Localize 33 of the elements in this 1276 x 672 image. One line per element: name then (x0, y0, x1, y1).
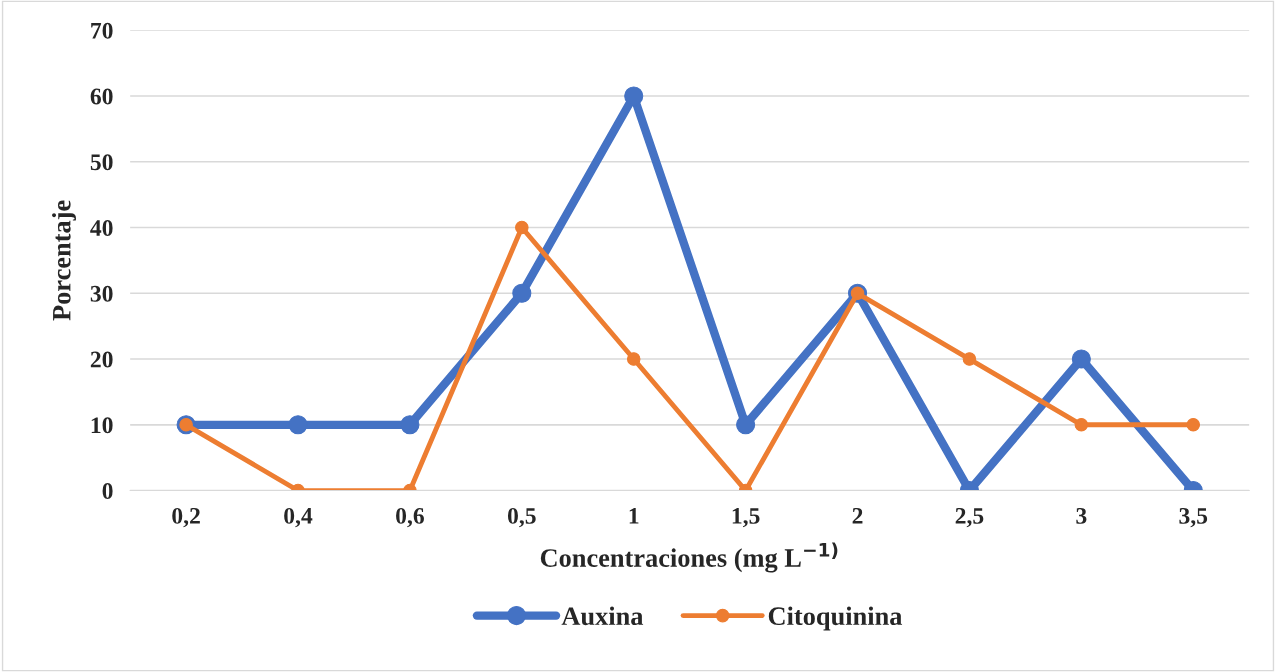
point (515, 220, 529, 235)
x-tick-label: 0,2 (172, 507, 200, 528)
point (1186, 418, 1201, 432)
point (626, 352, 641, 366)
x-tick-label: 0,4 (284, 507, 313, 528)
x-axis-title: Concentraciones (mg L$^{−1)}$ (540, 542, 838, 573)
x-tick-label: 2 (852, 507, 863, 524)
y-tick-label: 10 (91, 417, 113, 434)
y-tick-label: 0 (102, 483, 113, 499)
x-tick-label: 2,5 (955, 507, 984, 528)
point (288, 415, 308, 435)
y-tick-label: 20 (90, 351, 113, 368)
point (400, 415, 420, 435)
legend-label: Auxina (561, 606, 644, 626)
y-axis-title: Porcentaje (52, 200, 76, 321)
legend-label: Citoquinina (768, 606, 903, 631)
x-tick-label: 0,6 (396, 507, 424, 528)
point (1071, 349, 1091, 369)
point (512, 283, 532, 303)
y-tick-label: 50 (90, 154, 113, 171)
y-tick-label: 40 (90, 220, 113, 236)
point (736, 415, 756, 435)
point (1074, 418, 1089, 432)
x-tick-label: 1,5 (732, 508, 760, 528)
point (962, 352, 977, 366)
y-tick-label: 60 (90, 88, 113, 105)
x-tick-label: 3 (1076, 507, 1087, 524)
x-tick-label: 1 (629, 508, 639, 524)
x-tick-label: 3,5 (1179, 507, 1208, 528)
y-tick-label: 30 (90, 285, 113, 302)
y-tick-label: 70 (91, 22, 113, 39)
point (624, 86, 644, 106)
x-tick-label: 0,5 (507, 507, 536, 528)
